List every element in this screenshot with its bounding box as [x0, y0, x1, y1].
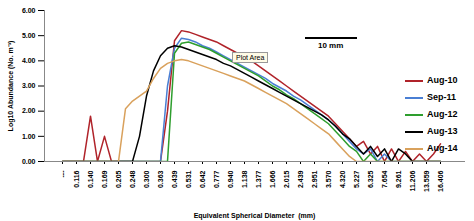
svg-text:0.777: 0.777: [213, 170, 220, 188]
svg-text:0.439: 0.439: [171, 170, 178, 188]
svg-text:0.00: 0.00: [22, 158, 36, 165]
svg-text:0.940: 0.940: [227, 170, 234, 188]
svg-text:0.300: 0.300: [143, 170, 150, 188]
html-text:Sep-11: Sep-11: [427, 92, 456, 102]
svg-text:3.00: 3.00: [22, 82, 36, 89]
svg-text:1.00: 1.00: [22, 133, 36, 140]
svg-text:3.570: 3.570: [325, 170, 332, 188]
svg-text:0.140: 0.140: [87, 170, 94, 188]
svg-text:2.015: 2.015: [283, 170, 290, 188]
svg-text:0.248: 0.248: [129, 170, 136, 188]
svg-text:---: ---: [59, 170, 66, 178]
svg-text:4.00: 4.00: [22, 57, 36, 64]
svg-text:0.531: 0.531: [185, 170, 192, 188]
svg-text:2.439: 2.439: [297, 170, 304, 188]
svg-text:0.116: 0.116: [73, 170, 80, 187]
svg-text:4.320: 4.320: [339, 170, 346, 188]
svg-text:2.00: 2.00: [22, 107, 36, 114]
html-text:Aug-14: Aug-14: [427, 143, 458, 153]
svg-text:Log10 Abundance (No. m⁻³): Log10 Abundance (No. m⁻³): [7, 41, 15, 132]
svg-text:5.00: 5.00: [22, 32, 36, 39]
svg-text:11.206: 11.206: [409, 170, 416, 191]
svg-text:0.205: 0.205: [115, 170, 122, 188]
svg-text:13.559: 13.559: [423, 170, 430, 192]
svg-text:6.00: 6.00: [22, 7, 36, 14]
svg-text:16.406: 16.406: [437, 170, 444, 192]
html-text:Aug-10: Aug-10: [427, 75, 458, 85]
svg-text:1.138: 1.138: [241, 170, 248, 188]
svg-text:9.261: 9.261: [395, 170, 402, 188]
svg-text:1.377: 1.377: [255, 170, 262, 188]
svg-text:7.654: 7.654: [381, 170, 388, 188]
svg-text:0.642: 0.642: [199, 170, 206, 188]
svg-text:5.227: 5.227: [353, 170, 360, 188]
html-text:10 mm: 10 mm: [318, 41, 344, 50]
svg-text:Equivalent Spherical Diameter: Equivalent Spherical Diameter (mm): [194, 212, 316, 220]
svg-text:1.666: 1.666: [269, 170, 276, 188]
svg-text:0.363: 0.363: [157, 170, 164, 188]
svg-text:0.169: 0.169: [101, 170, 108, 188]
html-text:Plot Area: Plot Area: [236, 54, 265, 61]
svg-text:6.325: 6.325: [367, 170, 374, 188]
html-text:Aug-13: Aug-13: [427, 126, 458, 136]
svg-text:2.951: 2.951: [311, 170, 318, 188]
html-text:Aug-12: Aug-12: [427, 109, 458, 119]
